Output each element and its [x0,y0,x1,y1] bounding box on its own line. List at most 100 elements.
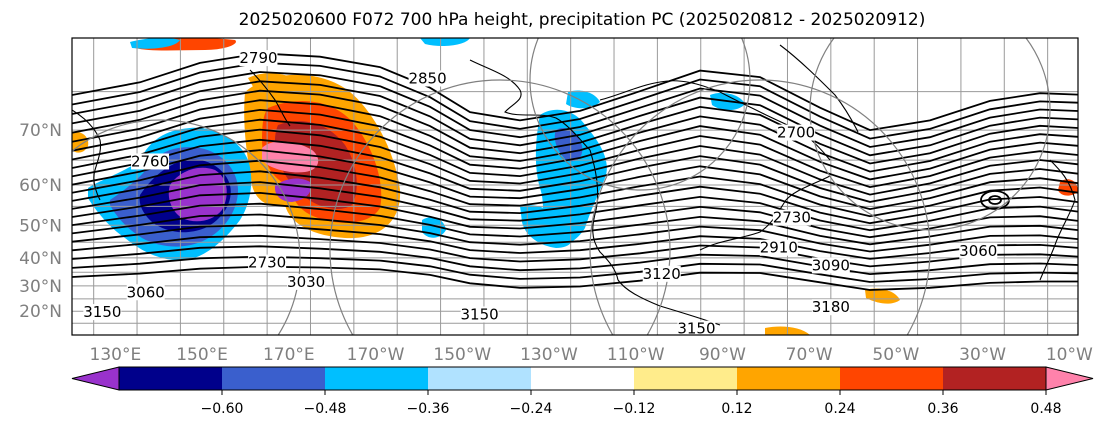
coast-kamchatka [249,69,291,127]
contour-label: 2790 [239,49,277,67]
x-tick-label: 10°W [1046,345,1093,365]
contour-label: 2760 [131,152,169,170]
colorbar-extend-low [71,366,120,391]
colorbar-segment [325,367,429,390]
ring-4 [72,119,301,335]
x-tick-label: 70°W [786,345,833,365]
projection-circles [72,38,1051,335]
y-tick-label: 60°N [19,176,62,196]
height-contour [72,71,1078,148]
contour-label-bg [248,254,287,271]
colorbar-tick-label: 0.36 [927,401,958,417]
contour-label: 3180 [812,298,850,316]
x-tick-label: 150°W [433,345,491,365]
contour-label-bg [287,273,326,290]
contour-labels: 2790 2760 2850 2700 2730 2730 2910 3030 3060 3090… [83,49,998,338]
height-contour [72,108,1078,181]
colorbar-extend-high [1045,366,1094,391]
x-tick-label: 170°E [263,345,315,365]
colorbar: −0.60 −0.48 −0.36 −0.24 −0.12 0.12 0.24 0.36 0.4… [71,366,1094,417]
contour-label: 3090 [812,256,850,274]
height-contour [72,128,1078,196]
coast-europe [1039,159,1076,281]
contour-label-bg [131,153,170,170]
colorbar-segment [428,367,532,390]
contour-label: 3150 [677,320,715,338]
height-contour [72,99,1078,173]
colorbar-segment [737,367,841,390]
contour-label: 2850 [408,70,446,88]
x-tick-label: 130°E [90,345,142,365]
contour-label: 3030 [287,273,325,291]
colorbar-segment [634,367,738,390]
chart-title: 2025020600 F072 700 hPa height, precipit… [239,10,926,30]
colorbar-segment [943,367,1047,390]
colorbar-tick-label: 0.24 [824,401,855,417]
y-tick-label: 70°N [19,121,62,141]
contour-label-bg [759,239,798,256]
contour-label-bg [460,306,499,323]
y-tick-label: 20°N [19,302,62,322]
ring-1 [329,79,671,335]
contour-label-bg [811,257,850,274]
x-tick-label: 170°W [347,345,405,365]
contour-label-bg [959,242,998,259]
height-contour-closed [988,195,1002,205]
height-contour [72,89,1078,165]
contour-label: 2910 [760,239,798,257]
map-layer: 2790 2760 2850 2700 2730 2730 2910 3030 3060 3090… [72,38,1078,338]
height-contour [72,191,1078,239]
contour-label: 2700 [777,124,815,142]
y-axis-ticks: 20°N 30°N 40°N 50°N 60°N 70°N [19,121,62,322]
precip-negative-top [420,38,470,46]
coast-alaska [469,59,591,151]
ring-2 [589,79,931,335]
precip-negative-pnw [535,109,607,245]
contour-label-bg [126,284,165,301]
height-contour [72,118,1078,189]
contour-label-bg [677,320,716,335]
height-contour [72,138,1078,203]
height-contour [72,159,1078,218]
contour-label: 3150 [83,303,121,321]
contour-label-bg [777,124,816,141]
colorbar-segment [531,367,635,390]
colorbar-segment [119,367,223,390]
x-tick-label: 110°W [607,345,665,365]
colorbar-tick-label: 0.12 [721,401,752,417]
height-contour [72,170,1078,225]
contour-label-bg [642,265,681,282]
colorbar-tick-label: 0.48 [1030,401,1061,417]
x-tick-label: 30°W [959,345,1006,365]
contour-label-bg [239,50,278,67]
colorbar-tick-label: −0.60 [201,401,244,417]
contour-label: 3060 [127,283,165,301]
x-tick-label: 90°W [699,345,746,365]
x-axis-ticks: 130°E 150°E 170°E 170°W 150°W 130°W 110°W 90°W 7… [90,345,1093,365]
x-tick-label: 50°W [872,345,919,365]
contour-label: 2730 [773,209,811,227]
colorbar-frame [118,366,1047,391]
colorbar-tick-label: −0.36 [407,401,450,417]
height-contour [72,245,1078,276]
contour-label: 3060 [959,242,997,260]
ring-5 [529,38,751,191]
contour-label: 2730 [248,254,286,272]
ring-3 [809,38,1051,231]
y-tick-label: 50°N [19,216,62,236]
contour-label-bg [811,299,850,316]
colorbar-segment [840,367,944,390]
y-tick-label: 40°N [19,249,62,269]
contour-label-bg [83,304,122,321]
height-contour [72,181,1078,232]
y-tick-label: 30°N [19,277,62,297]
contour-label-bg [772,209,811,226]
precip-negative-gulf [566,90,600,109]
height-contour [72,149,1078,211]
x-tick-label: 130°W [520,345,578,365]
height-contour [72,80,1078,157]
coast-greenland [779,44,859,133]
map-frame [71,37,1079,336]
